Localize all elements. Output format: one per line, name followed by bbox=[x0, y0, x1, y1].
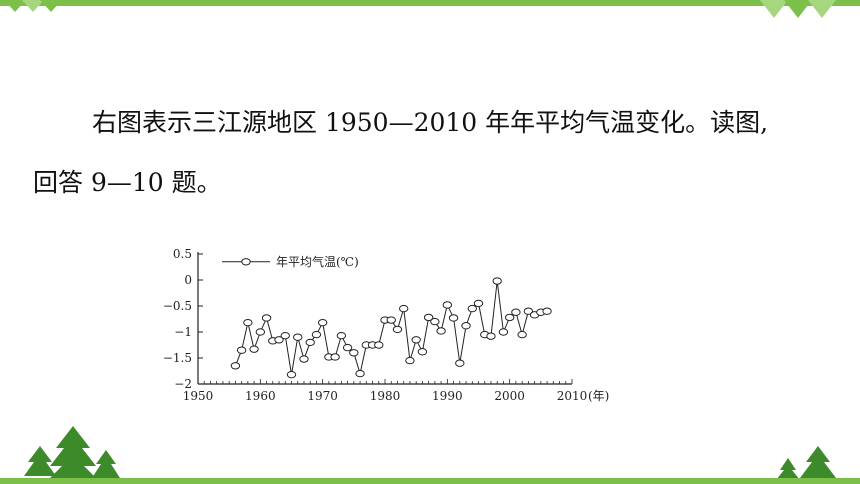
data-point bbox=[249, 345, 259, 353]
data-point bbox=[504, 313, 515, 322]
legend-marker bbox=[241, 258, 251, 266]
legend-label: 年平均气温(℃) bbox=[276, 254, 359, 269]
data-point bbox=[442, 301, 453, 309]
x-tick-label: 1990 bbox=[432, 389, 463, 403]
data-point bbox=[405, 356, 415, 365]
y-tick-label: −1.5 bbox=[163, 351, 192, 365]
data-point bbox=[498, 328, 509, 336]
bottom-accent-bar bbox=[0, 478, 860, 484]
x-tick-label: 1960 bbox=[245, 389, 276, 403]
data-point bbox=[423, 313, 434, 322]
data-point bbox=[523, 307, 534, 315]
data-point bbox=[467, 304, 477, 313]
y-tick-label: 0 bbox=[184, 273, 192, 287]
data-point bbox=[293, 333, 303, 341]
bottom-left-trees bbox=[24, 426, 120, 482]
data-point bbox=[305, 338, 315, 347]
data-point bbox=[330, 353, 340, 361]
data-point bbox=[455, 359, 465, 367]
y-tick-label: −0.5 bbox=[163, 299, 192, 313]
y-tick-label: 0.5 bbox=[173, 247, 192, 261]
data-point bbox=[436, 327, 446, 335]
data-point bbox=[243, 318, 253, 327]
data-point bbox=[311, 330, 322, 339]
data-point bbox=[411, 336, 421, 344]
data-point bbox=[542, 307, 552, 315]
data-point bbox=[386, 316, 396, 324]
data-point bbox=[255, 328, 266, 336]
data-point bbox=[392, 325, 403, 334]
data-point bbox=[473, 299, 484, 308]
x-tick-label: 2010 bbox=[557, 389, 588, 403]
x-tick-label: 1970 bbox=[307, 389, 338, 403]
data-point bbox=[486, 332, 496, 340]
data-point bbox=[492, 277, 502, 285]
x-tick-label: 1980 bbox=[370, 389, 401, 403]
bottom-right-trees bbox=[776, 446, 836, 480]
data-point bbox=[280, 331, 290, 340]
y-tick-label: −1 bbox=[174, 325, 192, 339]
series-line bbox=[234, 280, 548, 376]
data-point bbox=[336, 331, 347, 340]
data-point bbox=[374, 341, 384, 349]
x-tick-label: 2000 bbox=[494, 389, 525, 403]
data-point bbox=[355, 369, 365, 378]
data-point bbox=[299, 355, 309, 363]
data-point bbox=[511, 308, 521, 316]
data-point bbox=[261, 314, 272, 322]
data-point bbox=[430, 317, 440, 326]
question-text-line-2: 回答 9—10 题。 bbox=[33, 168, 222, 197]
data-point bbox=[317, 318, 328, 327]
x-tick-label: 1950 bbox=[183, 389, 214, 403]
data-point bbox=[461, 322, 471, 330]
data-point bbox=[230, 362, 241, 370]
y-tick-label: −2 bbox=[174, 377, 192, 391]
data-point bbox=[417, 348, 428, 356]
data-point bbox=[349, 349, 359, 357]
data-point bbox=[286, 370, 297, 379]
data-point bbox=[448, 314, 459, 322]
data-point bbox=[517, 330, 527, 339]
data-point bbox=[399, 304, 409, 313]
question-text-line-1: 右图表示三江源地区 1950—2010 年年平均气温变化。读图, bbox=[92, 108, 769, 137]
data-point bbox=[236, 346, 247, 354]
data-point bbox=[342, 343, 353, 352]
x-unit-label: (年) bbox=[588, 389, 609, 403]
data-point bbox=[274, 336, 284, 344]
top-accent-bar bbox=[0, 0, 860, 6]
